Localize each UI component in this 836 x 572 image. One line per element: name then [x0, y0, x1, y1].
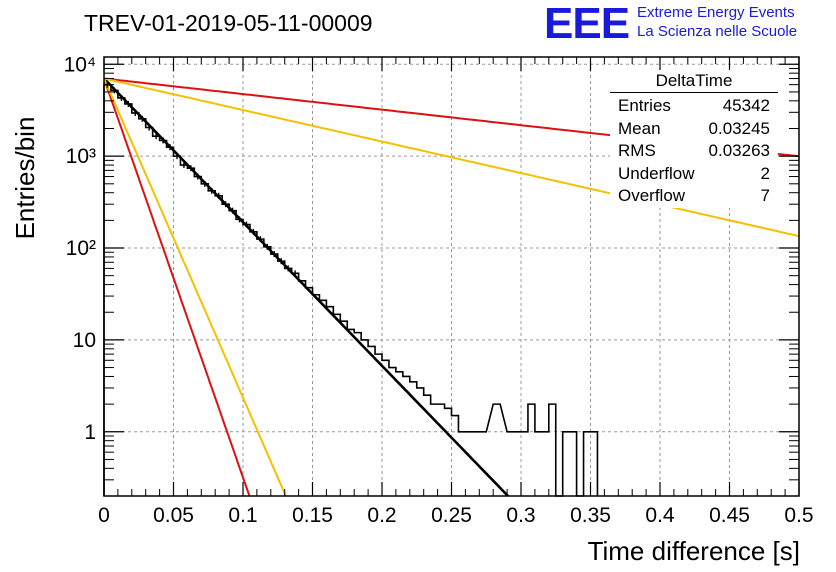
fit-curve	[104, 77, 510, 496]
stats-value: 45342	[722, 96, 770, 115]
x-tick-label: 0.25	[431, 504, 472, 527]
stats-label: Overflow	[618, 186, 686, 205]
y-tick-label: 10³	[66, 145, 96, 168]
chart-title: TREV-01-2019-05-11-00009	[84, 10, 373, 36]
x-tick-label: 0.15	[292, 504, 333, 527]
histogram-markers	[106, 81, 296, 277]
x-tick-label: 0	[98, 504, 110, 527]
stats-label: Entries	[618, 96, 671, 115]
stats-row-mean: Mean 0.03245	[610, 118, 778, 141]
stats-value: 0.03263	[708, 141, 770, 160]
stats-box: DeltaTime Entries 45342 Mean 0.03245 RMS…	[610, 70, 778, 208]
stats-label: Underflow	[618, 163, 695, 183]
x-tick-label: 0.5	[784, 504, 813, 527]
stats-label: Mean	[618, 118, 661, 138]
stats-value: 2	[760, 163, 770, 183]
stats-value: 7	[760, 186, 770, 205]
x-tick-label: 0.4	[645, 504, 675, 527]
fit-curve	[104, 78, 287, 496]
y-tick-label: 10⁴	[64, 53, 96, 76]
x-axis-label: Time difference [s]	[588, 536, 800, 566]
x-tick-label: 0.2	[367, 504, 396, 527]
stats-row-rms: RMS 0.03263	[610, 140, 778, 163]
logo-line-2: La Scienza nelle Scuole	[637, 23, 798, 40]
x-tick-label: 0.45	[709, 504, 750, 527]
stats-row-underflow: Underflow 2	[610, 163, 778, 186]
y-tick-label: 10²	[66, 237, 96, 260]
logo-line-1: Extreme Energy Events	[637, 4, 795, 21]
x-tick-label: 0.35	[570, 504, 611, 527]
eee-logo: EEE	[544, 0, 630, 48]
fit-curve	[104, 78, 251, 496]
y-axis-label: Entries/bin	[10, 117, 40, 240]
x-tick-label: 0.3	[506, 504, 535, 527]
stats-label: RMS	[618, 141, 656, 160]
axis-ticks	[103, 57, 800, 497]
x-tick-label: 0.05	[153, 504, 194, 527]
y-tick-label: 1	[84, 421, 96, 444]
y-tick-labels: 1 10 10² 10³ 10⁴	[64, 53, 96, 444]
x-tick-label: 0.1	[228, 504, 257, 527]
stats-value: 0.03245	[708, 118, 770, 138]
x-tick-labels: 0 0.05 0.1 0.15 0.2 0.25 0.3 0.35 0.4 0.45 0.5	[98, 504, 813, 527]
stats-row-overflow: Overflow 7	[610, 185, 778, 208]
stats-row-entries: Entries 45342	[610, 95, 778, 118]
fit-curves	[104, 77, 799, 496]
fit-curve	[104, 77, 799, 238]
y-tick-label: 10	[73, 329, 96, 352]
stats-box-title: DeltaTime	[610, 70, 778, 93]
histogram	[103, 83, 599, 497]
